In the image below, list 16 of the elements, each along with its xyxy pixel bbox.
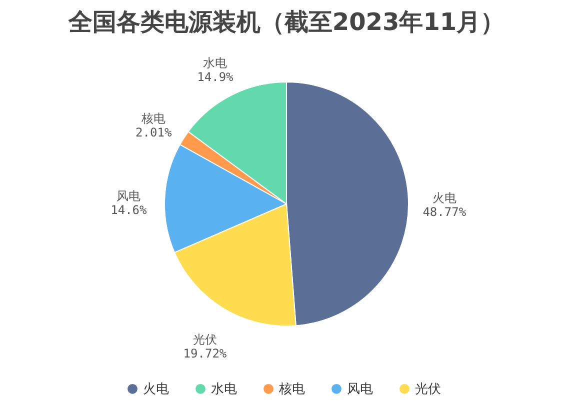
data-label: 19.72%: [183, 346, 228, 360]
slice-label: 水电: [203, 56, 228, 70]
chart-title: 全国各类电源装机（截至2023年11月）: [67, 8, 505, 36]
slice-label: 核电: [140, 112, 166, 126]
legend-label: 核电: [278, 382, 305, 397]
legend-label: 风电: [347, 382, 373, 397]
data-label: 48.77%: [422, 204, 467, 219]
legend-label: 火电: [143, 382, 169, 397]
legend-label: 水电: [211, 382, 237, 397]
data-label: 14.9%: [197, 70, 234, 84]
legend-label: 光伏: [415, 382, 441, 397]
slice-label: 光伏: [192, 332, 217, 346]
slice-label: 火电: [432, 190, 456, 205]
data-label: 14.6%: [110, 203, 148, 218]
slice-label: 风电: [116, 189, 141, 204]
data-label: 2.01%: [136, 126, 172, 140]
